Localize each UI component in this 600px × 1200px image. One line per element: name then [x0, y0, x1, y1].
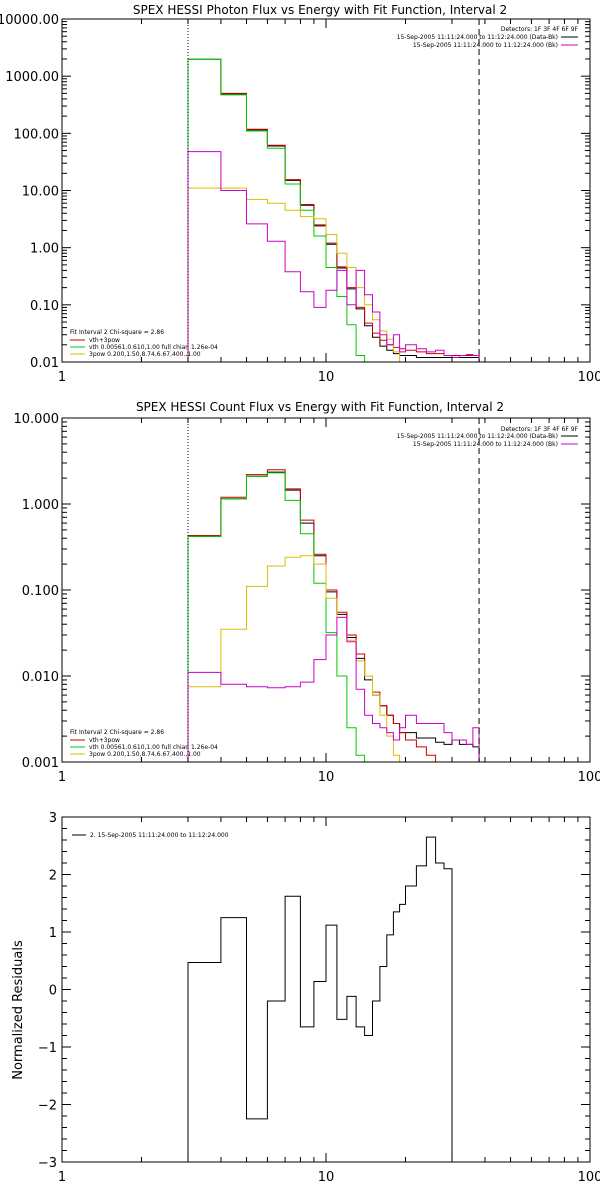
plot-area [187, 19, 480, 362]
powerlaw-legend-label: 3pow 0.200,1.50,8.74,6.67,400.,1.00 [89, 751, 201, 758]
fit-interval-label: Fit Interval 2 Chi-square = 2.86 [70, 729, 164, 736]
bk-legend-label: 15-Sep-2005 11:11:24.000 to 11:12:24.000… [413, 441, 558, 448]
series-line-0 [187, 58, 480, 362]
y-tick-label: −1 [38, 1041, 57, 1056]
y-tick-label: 0.010 [22, 670, 59, 685]
y-tick-label: 0.10 [30, 299, 59, 314]
y-tick-label: 10.00 [22, 185, 59, 200]
series-line-0 [187, 836, 453, 1162]
series-line-3 [187, 187, 401, 362]
residuals-legend-label: 2. 15-Sep-2005 11:11:24.000 to 11:12:24.… [90, 832, 229, 839]
series-line-2 [187, 472, 366, 762]
detectors-legend-label: Detectors: 1F 3F 4F 6F 9F [501, 426, 579, 433]
y-tick-label: 0 [49, 984, 57, 999]
data-bk-legend-label: 15-Sep-2005 11:11:24.000 to 11:12:24.000… [397, 433, 558, 440]
x-tick-label: 100 [578, 1170, 600, 1185]
y-tick-label: 0.100 [22, 584, 59, 599]
series-line-1 [187, 469, 445, 762]
axis-frame [61, 816, 591, 1163]
fit-total-legend-label: vth+3pow [89, 737, 120, 744]
series-line-4 [187, 616, 480, 762]
thermal-legend-label: vth 0.00561,0.610,1.00 full chian 1.26e-… [89, 344, 218, 351]
y-tick-label: 0.001 [22, 756, 59, 771]
x-tick-label: 1 [58, 370, 66, 385]
residuals-panel: Normalized Residuals 2. 15-Sep-2005 11:1… [11, 811, 600, 1185]
y-tick-label: 1.000 [22, 498, 59, 513]
y-tick-label: 2 [49, 869, 57, 884]
y-tick-label: −2 [38, 1099, 57, 1114]
y-tick-label: 10000.00 [0, 13, 59, 28]
axis-frame [61, 18, 591, 363]
plot-area [187, 836, 453, 1162]
photon-flux-panel: SPEX HESSI Photon Flux vs Energy with Fi… [0, 3, 600, 385]
count-flux-panel: SPEX HESSI Count Flux vs Energy with Fit… [14, 400, 600, 785]
y-tick-label: −3 [38, 1156, 57, 1171]
y-tick-label: 1000.00 [5, 70, 59, 85]
y-tick-label: 1 [49, 926, 57, 941]
y-tick-label: 0.01 [30, 356, 59, 371]
x-tick-label: 10 [318, 770, 335, 785]
series-line-2 [187, 58, 366, 362]
detectors-legend-label: Detectors: 1F 3F 4F 6F 9F [501, 26, 579, 33]
x-tick-label: 100 [578, 770, 600, 785]
x-tick-label: 1 [58, 1170, 66, 1185]
x-tick-label: 100 [578, 370, 600, 385]
count-flux-title: SPEX HESSI Count Flux vs Energy with Fit… [136, 400, 504, 414]
fit-interval-label: Fit Interval 2 Chi-square = 2.86 [70, 329, 164, 336]
data-bk-legend-label: 15-Sep-2005 11:11:24.000 to 11:12:24.000… [397, 34, 558, 41]
y-tick-label: 100.00 [14, 127, 60, 142]
thermal-legend-label: vth 0.00561,0.610,1.00 full chian 1.26e-… [89, 744, 218, 751]
powerlaw-legend-label: 3pow 0.200,1.50,8.74,6.67,400.,1.00 [89, 351, 201, 358]
y-tick-label: 3 [49, 811, 57, 826]
x-tick-label: 10 [318, 370, 335, 385]
y-tick-label: 1.00 [30, 242, 59, 257]
series-line-1 [187, 58, 480, 362]
photon-flux-title: SPEX HESSI Photon Flux vs Energy with Fi… [133, 3, 507, 17]
residuals-y-axis-label: Normalized Residuals [11, 940, 26, 1080]
series-line-0 [187, 471, 480, 762]
series-line-4 [187, 151, 480, 362]
plot-area [187, 418, 480, 762]
y-tick-label: 10.000 [14, 412, 60, 427]
bk-legend-label: 15-Sep-2005 11:11:24.000 to 11:12:24.000… [413, 42, 558, 49]
x-tick-label: 10 [318, 1170, 335, 1185]
fit-total-legend-label: vth+3pow [89, 337, 120, 344]
series-line-3 [187, 555, 401, 762]
x-tick-label: 1 [58, 770, 66, 785]
